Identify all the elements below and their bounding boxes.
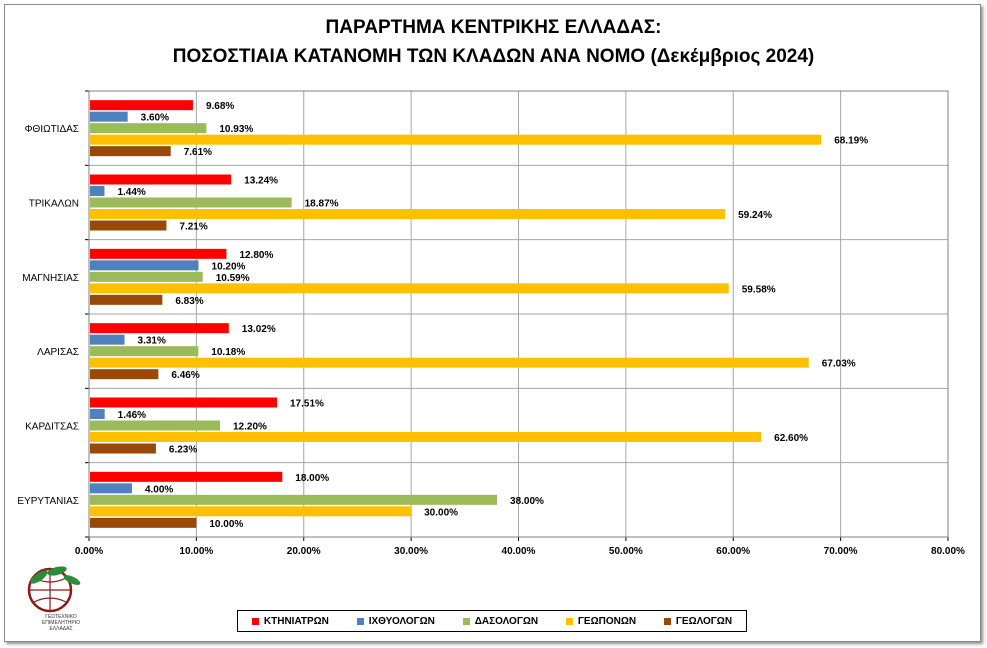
data-label: 4.00% — [145, 484, 173, 495]
geotechnical-chamber-logo: ΓΕΩΤΕΧΝΙΚΟ ΕΠΙΜΕΛΗΤΗΡΙΟ ΕΛΛΑΔΑΣ — [27, 566, 81, 632]
data-label: 3.31% — [138, 336, 166, 347]
data-label: 10.00% — [209, 519, 243, 530]
data-label: 6.23% — [169, 445, 197, 456]
data-label: 68.19% — [834, 136, 868, 147]
legend-swatch — [565, 617, 573, 625]
legend-item: ΔΑΣΟΛΟΓΩΝ — [462, 615, 539, 627]
bar — [90, 334, 125, 345]
bar — [90, 357, 809, 368]
category-label: ΦΘΙΩΤΙΔΑΣ — [25, 124, 79, 135]
category-label: ΜΑΓΝΗΣΙΑΣ — [22, 273, 79, 284]
bar — [90, 271, 203, 282]
bar — [90, 186, 105, 196]
legend-swatch — [251, 617, 259, 625]
data-label: 18.87% — [305, 199, 339, 210]
data-label: 59.24% — [738, 210, 772, 221]
data-label: 7.61% — [184, 147, 212, 158]
logo-text-line-2: ΕΠΙΜΕΛΗΤΗΡΙΟ — [42, 620, 80, 626]
data-label: 10.18% — [211, 347, 245, 358]
bar — [90, 100, 193, 111]
chart-title-line-2: ΠΟΣΟΣΤΙΑΙΑ ΚΑΤΑΝΟΜΗ ΤΩΝ ΚΛΑΔΩΝ ΑΝΑ ΝΟΜΟ … — [172, 46, 815, 67]
bar — [90, 346, 199, 357]
category-label: ΛΑΡΙΣΑΣ — [37, 347, 79, 358]
data-label: 30.00% — [424, 507, 458, 518]
bar — [90, 146, 171, 157]
bar-chart: 0.00% 10.00% 20.00% 30.00% 40.00% 50.00% 60.00… — [17, 90, 965, 557]
bar — [90, 432, 762, 442]
bar — [90, 209, 726, 219]
legend-swatch — [462, 617, 470, 625]
data-label: 9.68% — [206, 101, 234, 112]
data-label: 13.02% — [242, 324, 276, 335]
legend-label: ΓΕΩΠΟΝΩΝ — [577, 615, 637, 627]
legend-label: ΔΑΣΟΛΟΓΩΝ — [474, 615, 539, 627]
bar — [90, 397, 278, 408]
bar — [90, 323, 229, 334]
data-label: 1.44% — [117, 187, 145, 198]
data-label: 12.20% — [233, 422, 267, 433]
legend-swatch — [663, 617, 671, 625]
data-label: 12.80% — [239, 250, 273, 261]
logo-text-line-1: ΓΕΩΤΕΧΝΙΚΟ — [45, 614, 77, 620]
bar — [90, 220, 167, 231]
bar — [90, 283, 729, 294]
category-label: ΕΥΡΥΤΑΝΙΑΣ — [17, 496, 79, 507]
bar — [90, 134, 822, 145]
bar — [90, 409, 105, 419]
bar — [90, 260, 199, 271]
x-tick-label: 30.00% — [394, 546, 428, 557]
bar — [90, 483, 132, 494]
data-label: 59.58% — [742, 284, 776, 295]
legend-item: ΙΧΘΥΟΛΟΓΩΝ — [356, 615, 435, 627]
data-label: 10.20% — [212, 261, 246, 272]
x-tick-label: 20.00% — [287, 546, 321, 557]
data-label: 18.00% — [295, 473, 329, 484]
bar — [90, 517, 197, 528]
data-label: 3.60% — [141, 113, 169, 124]
data-label: 6.83% — [175, 296, 203, 307]
bar — [90, 294, 163, 305]
x-tick-label: 80.00% — [931, 546, 965, 557]
data-label: 1.46% — [118, 410, 146, 421]
data-label: 10.59% — [216, 273, 250, 284]
bar — [90, 174, 232, 185]
legend-swatch — [356, 617, 364, 625]
chart-title-line-1: ΠΑΡΑΡΤΗΜΑ ΚΕΝΤΡΙΚΗΣ ΕΛΛΑΔΑΣ: — [325, 17, 662, 38]
legend-label: ΙΧΘΥΟΛΟΓΩΝ — [368, 615, 435, 627]
data-label: 13.24% — [244, 176, 278, 187]
x-tick-label: 40.00% — [502, 546, 536, 557]
data-label: 10.93% — [219, 124, 253, 135]
bar — [90, 443, 156, 454]
legend-label: ΚΤΗΝΙΑΤΡΩΝ — [263, 615, 329, 627]
x-tick-label: 10.00% — [179, 546, 213, 557]
data-label: 7.21% — [179, 222, 207, 233]
x-tick-label: 0.00% — [75, 546, 103, 557]
legend-item: ΓΕΩΛΟΓΩΝ — [663, 615, 733, 627]
data-label: 67.03% — [822, 359, 856, 370]
legend-item: ΚΤΗΝΙΑΤΡΩΝ — [251, 615, 329, 627]
bar — [90, 506, 412, 517]
bar — [90, 111, 128, 122]
bar — [90, 494, 498, 505]
bar — [90, 471, 283, 482]
legend-item: ΓΕΩΠΟΝΩΝ — [565, 615, 637, 627]
x-tick-label: 60.00% — [716, 546, 750, 557]
data-label: 62.60% — [774, 433, 808, 444]
data-label: 17.51% — [290, 399, 324, 410]
category-label: ΤΡΙΚΑΛΩΝ — [29, 199, 79, 210]
chart-legend: ΚΤΗΝΙΑΤΡΩΝ ΙΧΘΥΟΛΟΓΩΝ ΔΑΣΟΛΟΓΩΝ ΓΕΩΠΟΝΩΝ ΓΕΩ… — [237, 610, 747, 632]
bar — [90, 197, 292, 208]
bar — [90, 123, 207, 134]
legend-label: ΓΕΩΛΟΓΩΝ — [675, 615, 733, 627]
bar — [90, 420, 220, 431]
logo-text-line-3: ΕΛΛΑΔΑΣ — [49, 626, 72, 632]
x-tick-label: 70.00% — [824, 546, 858, 557]
data-label: 38.00% — [510, 496, 544, 507]
data-label: 6.46% — [171, 370, 199, 381]
bar — [90, 369, 159, 380]
plot-border — [88, 90, 949, 538]
x-tick-label: 50.00% — [609, 546, 643, 557]
bar — [90, 248, 227, 259]
category-label: ΚΑΡΔΙΤΣΑΣ — [25, 422, 79, 433]
